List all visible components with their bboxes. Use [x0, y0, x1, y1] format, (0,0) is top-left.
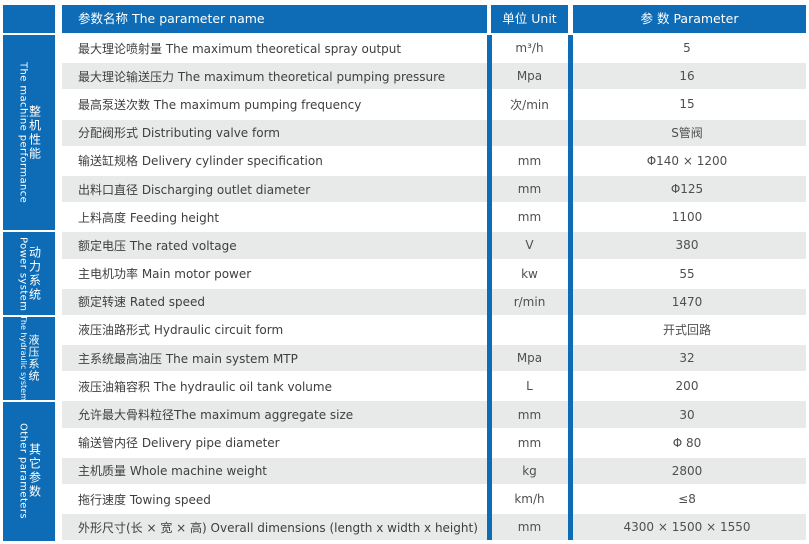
unit-cell: V: [491, 238, 568, 252]
value-cell: 5: [568, 41, 806, 55]
value-cell: 380: [568, 238, 806, 252]
section-label-zh: 其它参数: [29, 443, 41, 499]
param-name-cell: 主系统最高油压 The main system MTP: [62, 350, 491, 367]
sidebar-section-1: Power system动力系统: [3, 232, 55, 315]
sidebar-section-0: The machine performance整机性能: [3, 35, 55, 230]
unit-cell: km/h: [491, 492, 568, 506]
table-row: 主机质量 Whole machine weightkg2800: [62, 458, 806, 484]
param-name-cell: 主电机功率 Main motor power: [62, 265, 491, 282]
table-row: 输送管内径 Delivery pipe diametermmΦ 80: [62, 430, 806, 456]
value-cell: 1470: [568, 295, 806, 309]
param-name-cell: 允许最大骨料粒径The maximum aggregate size: [62, 406, 491, 423]
unit-cell: 次/min: [491, 96, 568, 113]
unit-cell: mm: [491, 154, 568, 168]
section-label-zh: 液压系统: [28, 334, 39, 382]
value-cell: 1100: [568, 210, 806, 224]
section-label-en: Power system: [18, 237, 28, 311]
table-row: 液压油箱容积 The hydraulic oil tank volumeL200: [62, 373, 806, 399]
category-sidebar: The machine performance整机性能Power system动…: [3, 5, 55, 544]
header-unit: 单位 Unit: [491, 5, 568, 33]
param-name-cell: 外形尺寸(长 × 宽 × 高) Overall dimensions (leng…: [62, 519, 491, 536]
table-row: 最高泵送次数 The maximum pumping frequency次/mi…: [62, 91, 806, 117]
param-name-cell: 输送管内径 Delivery pipe diameter: [62, 434, 491, 451]
param-name-cell: 液压油路形式 Hydraulic circuit form: [62, 321, 491, 338]
param-name-cell: 最高泵送次数 The maximum pumping frequency: [62, 96, 491, 113]
value-cell: S管阀: [568, 124, 806, 141]
param-name-cell: 主机质量 Whole machine weight: [62, 462, 491, 479]
table-row: 额定电压 The rated voltageV380: [62, 232, 806, 258]
param-name-cell: 输送缸规格 Delivery cylinder specification: [62, 152, 491, 169]
spec-table: The machine performance整机性能Power system动…: [0, 0, 809, 544]
unit-cell: L: [491, 379, 568, 393]
table-row: 主系统最高油压 The main system MTPMpa32: [62, 345, 806, 371]
table-row: 液压油路形式 Hydraulic circuit form 开式回路: [62, 317, 806, 343]
value-cell: Φ140 × 1200: [568, 154, 806, 168]
unit-cell: mm: [491, 210, 568, 224]
unit-cell: m³/h: [491, 41, 568, 55]
unit-cell: Mpa: [491, 69, 568, 83]
table-row: 输送缸规格 Delivery cylinder specificationmmΦ…: [62, 148, 806, 174]
value-cell: 200: [568, 379, 806, 393]
value-cell: 16: [568, 69, 806, 83]
section-label-zh: 整机性能: [29, 105, 41, 161]
table-row: 出料口直径 Discharging outlet diametermmΦ125: [62, 176, 806, 202]
param-name-cell: 上料高度 Feeding height: [62, 209, 491, 226]
table-row: 最大理论喷射量 The maximum theoretical spray ou…: [62, 35, 806, 61]
sidebar-section-3: Other parameters其它参数: [3, 402, 55, 541]
value-cell: 开式回路: [568, 321, 806, 338]
table-row: 额定转速 Rated speedr/min1470: [62, 289, 806, 315]
table-row: 主电机功率 Main motor powerkw55: [62, 261, 806, 287]
unit-cell: kg: [491, 464, 568, 478]
value-cell: 2800: [568, 464, 806, 478]
table-row: 允许最大骨料粒径The maximum aggregate sizemm30: [62, 401, 806, 427]
column-divider: [568, 35, 573, 540]
value-cell: Φ125: [568, 182, 806, 196]
param-name-cell: 出料口直径 Discharging outlet diameter: [62, 181, 491, 198]
sidebar-header-stub: [3, 5, 55, 33]
param-name-cell: 液压油箱容积 The hydraulic oil tank volume: [62, 378, 491, 395]
value-cell: 4300 × 1500 × 1550: [568, 520, 806, 534]
section-label-zh: 动力系统: [29, 246, 41, 302]
param-name-cell: 拖行速度 Towing speed: [62, 491, 491, 508]
section-label-en: The hydraulic system: [19, 315, 27, 401]
unit-cell: mm: [491, 182, 568, 196]
table-row: 拖行速度 Towing speedkm/h≤8: [62, 486, 806, 512]
value-cell: 32: [568, 351, 806, 365]
param-name-cell: 最大理论输送压力 The maximum theoretical pumping…: [62, 68, 491, 85]
table-row: 外形尺寸(长 × 宽 × 高) Overall dimensions (leng…: [62, 514, 806, 540]
table-row: 上料高度 Feeding heightmm1100: [62, 204, 806, 230]
value-cell: 30: [568, 408, 806, 422]
value-cell: 15: [568, 97, 806, 111]
parameter-table: 参数名称 The parameter name 单位 Unit 参 数 Para…: [62, 5, 806, 542]
param-name-cell: 额定转速 Rated speed: [62, 293, 491, 310]
section-label-en: The machine performance: [18, 62, 28, 203]
unit-cell: Mpa: [491, 351, 568, 365]
value-cell: ≤8: [568, 492, 806, 506]
table-row: 最大理论输送压力 The maximum theoretical pumping…: [62, 63, 806, 89]
table-row: 分配阀形式 Distributing valve form S管阀: [62, 120, 806, 146]
table-header-row: 参数名称 The parameter name 单位 Unit 参 数 Para…: [62, 5, 806, 33]
unit-cell: mm: [491, 520, 568, 534]
value-cell: Φ 80: [568, 436, 806, 450]
param-name-cell: 额定电压 The rated voltage: [62, 237, 491, 254]
param-name-cell: 分配阀形式 Distributing valve form: [62, 124, 491, 141]
value-cell: 55: [568, 267, 806, 281]
table-body: 最大理论喷射量 The maximum theoretical spray ou…: [62, 35, 806, 540]
sidebar-section-2: The hydraulic system液压系统: [3, 317, 55, 400]
header-parameter-value: 参 数 Parameter: [573, 5, 806, 33]
unit-cell: mm: [491, 408, 568, 422]
header-parameter-name: 参数名称 The parameter name: [62, 5, 487, 33]
unit-cell: kw: [491, 267, 568, 281]
unit-cell: r/min: [491, 295, 568, 309]
column-divider: [487, 35, 492, 540]
param-name-cell: 最大理论喷射量 The maximum theoretical spray ou…: [62, 40, 491, 57]
section-label-en: Other parameters: [18, 423, 28, 519]
unit-cell: mm: [491, 436, 568, 450]
